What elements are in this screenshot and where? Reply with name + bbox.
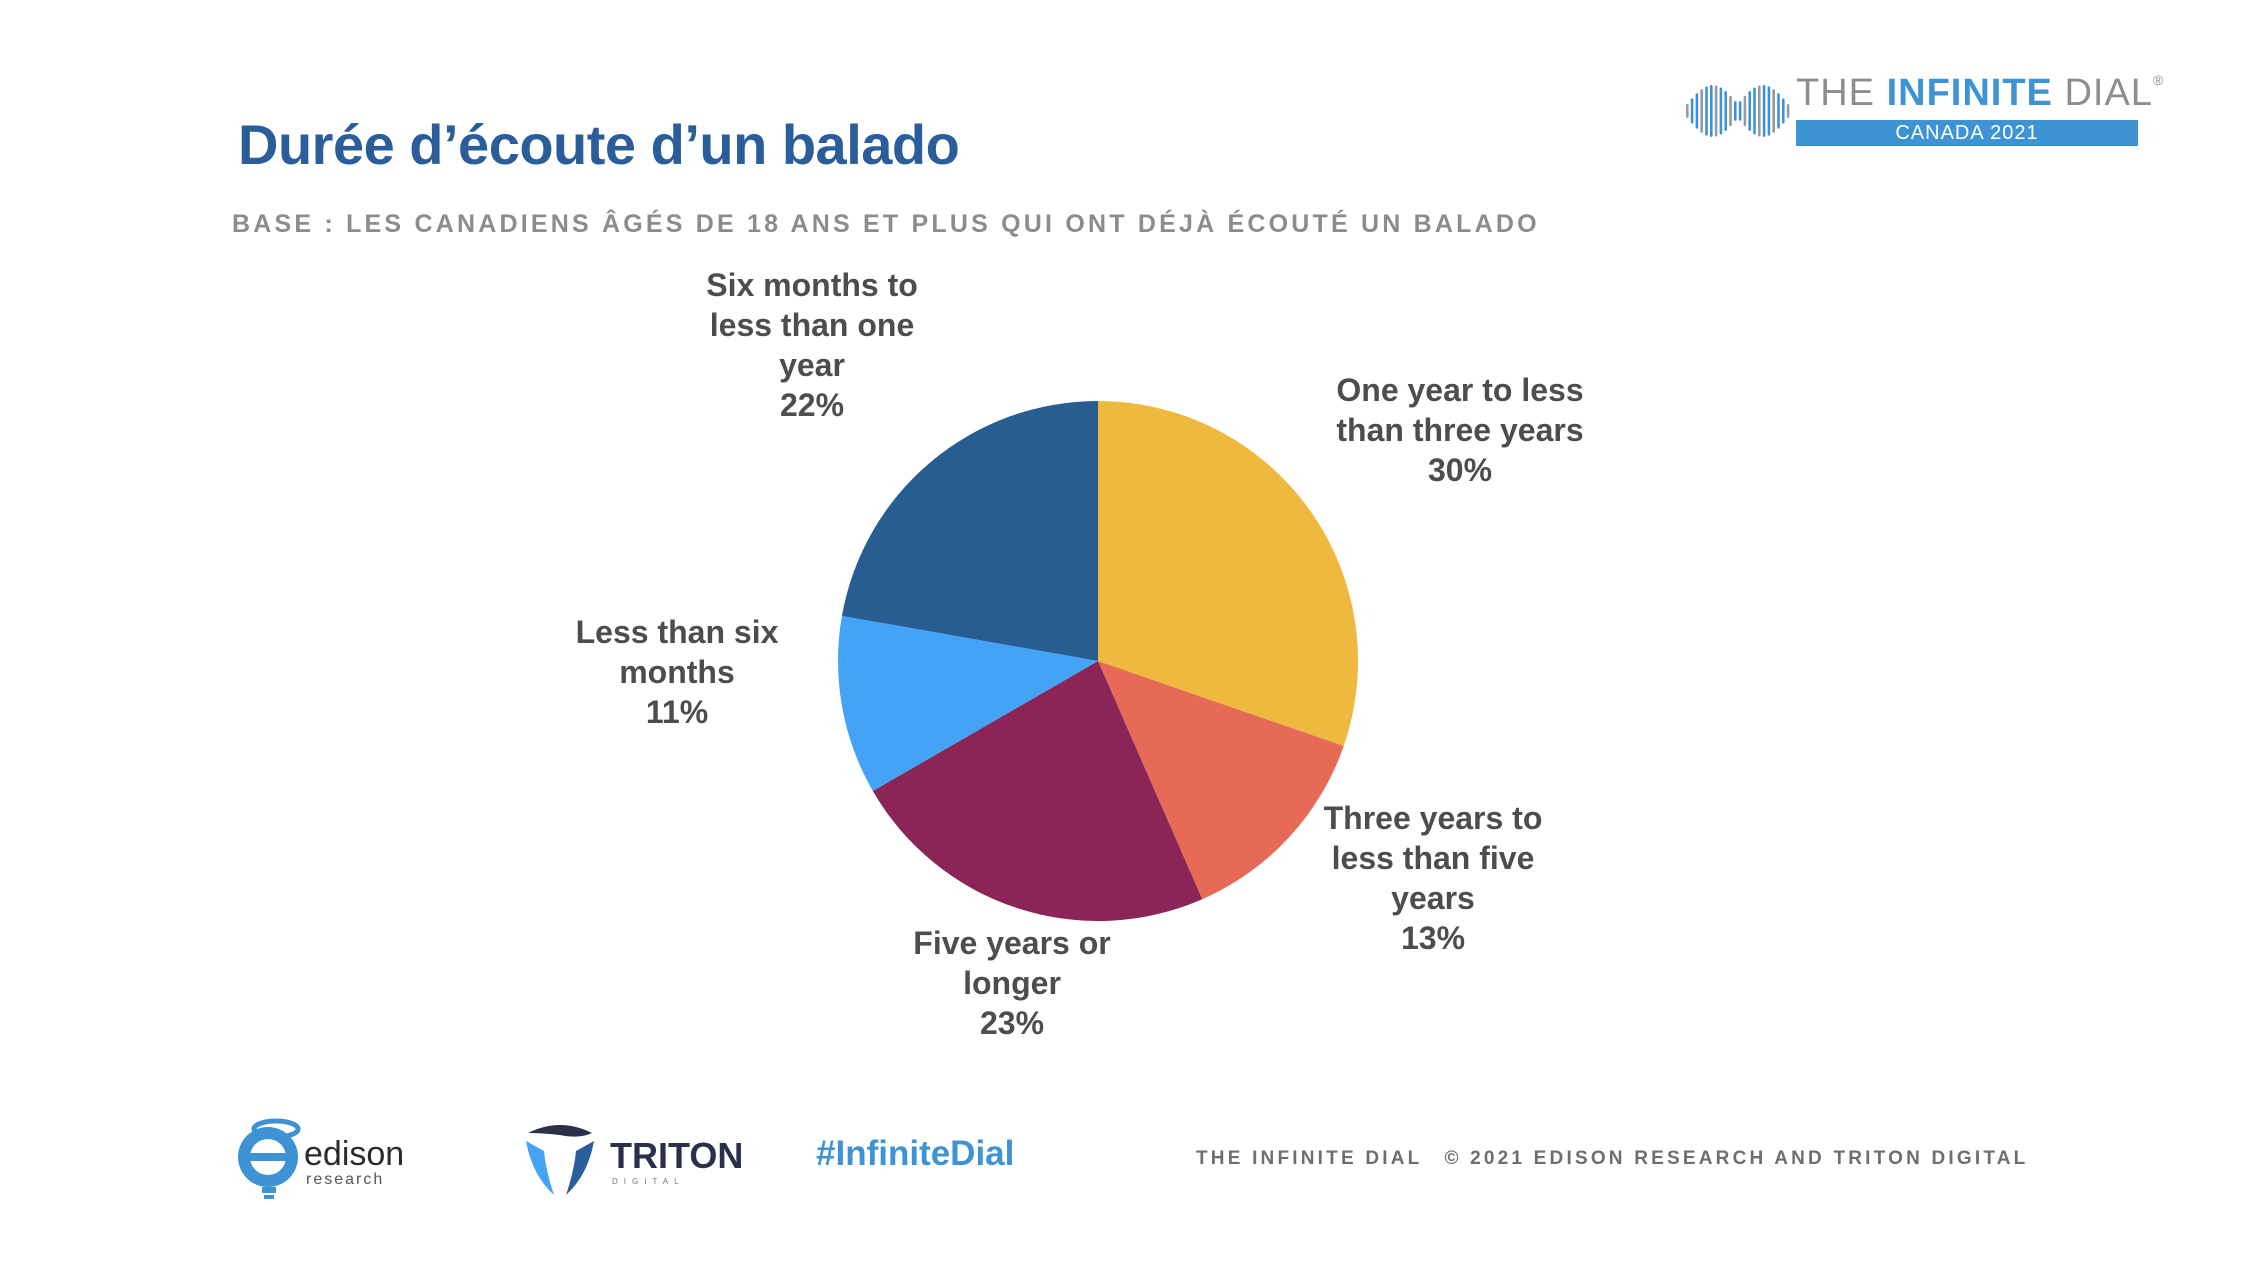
- slice-category-label: less than five: [1332, 840, 1535, 876]
- slice-category-label: Five years or: [913, 925, 1110, 961]
- triton-name: TRITON: [610, 1135, 744, 1176]
- page-title: Durée d’écoute d’un balado: [238, 113, 960, 176]
- pie-slice: [837, 615, 1098, 791]
- wave-bar: [1714, 85, 1718, 137]
- wave-bar: [1786, 104, 1790, 118]
- hashtag-link[interactable]: #InfiniteDial: [816, 1134, 1015, 1173]
- brand-name-mid: INFINITE: [1886, 72, 2053, 114]
- footer-right-text: © 2021 EDISON RESEARCH AND TRITON DIGITA…: [1444, 1148, 2029, 1169]
- wave-bar: [1772, 89, 1775, 133]
- wave-bar: [1710, 85, 1713, 137]
- edison-sub: research: [306, 1171, 385, 1188]
- footer-left-text: THE INFINITE DIAL: [1196, 1148, 1423, 1169]
- triton-digital-logo: TRITON DIGITAL: [520, 1115, 744, 1205]
- pie-slice: [841, 401, 1098, 661]
- slice-value-label: 22%: [780, 387, 844, 423]
- slice-value-label: 23%: [980, 1005, 1044, 1041]
- wave-bar: [1743, 95, 1747, 127]
- wave-bar: [1762, 85, 1766, 137]
- slice-category-label: One year to less: [1336, 372, 1583, 408]
- slice-category-label: Six months to: [706, 267, 918, 303]
- edison-research-logo: edison research: [232, 1115, 432, 1205]
- wave-bar: [1729, 95, 1732, 127]
- slice-category-label: Less than six: [576, 614, 779, 650]
- slice-category-label: months: [619, 654, 735, 690]
- slice-category-label: Three years to: [1324, 800, 1543, 836]
- slice-label: One year to less than three years 30%: [1336, 372, 1583, 488]
- slice-category-label: year: [779, 347, 845, 383]
- wave-bar: [1767, 86, 1771, 136]
- slice-category-label: longer: [963, 965, 1061, 1001]
- slice-value-label: 30%: [1428, 452, 1492, 488]
- triton-mark-icon: [526, 1125, 594, 1195]
- wave-bar: [1719, 87, 1723, 135]
- pie-slice: [872, 661, 1203, 921]
- wave-bar: [1724, 91, 1727, 131]
- slice-label: Three years to less than five years 13%: [1324, 800, 1543, 956]
- slice-category-label: years: [1391, 880, 1475, 916]
- slice-value-label: 11%: [646, 694, 708, 730]
- base-subtitle: BASE : LES CANADIENS ÂGÉS DE 18 ANS ET P…: [232, 210, 1540, 238]
- wave-bar: [1748, 91, 1751, 131]
- pie-slice: [1098, 401, 1358, 747]
- infinity-wave-icon: [1686, 85, 1790, 137]
- slice-category-label: less than one: [710, 307, 915, 343]
- wave-bar: [1758, 85, 1761, 137]
- brand-registered: ®: [2152, 72, 2165, 88]
- slice-value-label: 13%: [1401, 920, 1465, 956]
- wave-bar: [1782, 98, 1785, 124]
- wave-bar: [1705, 86, 1708, 136]
- edison-name: edison: [304, 1135, 405, 1173]
- slice-label: Five years or longer 23%: [913, 925, 1110, 1041]
- triton-sub: DIGITAL: [612, 1177, 685, 1186]
- wave-bar: [1734, 101, 1737, 121]
- brand-name: THE INFINITE DIAL®: [1796, 72, 2164, 115]
- wave-bar: [1753, 87, 1756, 135]
- wave-bar: [1700, 89, 1703, 133]
- edison-bulb-icon: [238, 1118, 301, 1199]
- brand-name-right: DIAL: [2052, 72, 2153, 114]
- wave-bar: [1738, 101, 1742, 121]
- wave-bar: [1777, 93, 1780, 129]
- slice-label: Six months to less than one year 22%: [706, 267, 918, 423]
- brand-band: CANADA 2021: [1796, 120, 2138, 146]
- brand-name-left: THE: [1796, 72, 1887, 114]
- pie-slice: [1098, 661, 1344, 900]
- slice-category-label: than three years: [1336, 412, 1583, 448]
- wave-bar: [1686, 104, 1689, 118]
- wave-bar: [1690, 98, 1694, 124]
- wave-bar: [1695, 93, 1699, 129]
- infinite-dial-logo: THE INFINITE DIAL® CANADA 2021: [1682, 72, 2164, 152]
- slice-label: Less than six months 11%: [576, 614, 779, 730]
- footer-copyright: THE INFINITE DIAL © 2021 EDISON RESEARCH …: [1196, 1148, 2028, 1170]
